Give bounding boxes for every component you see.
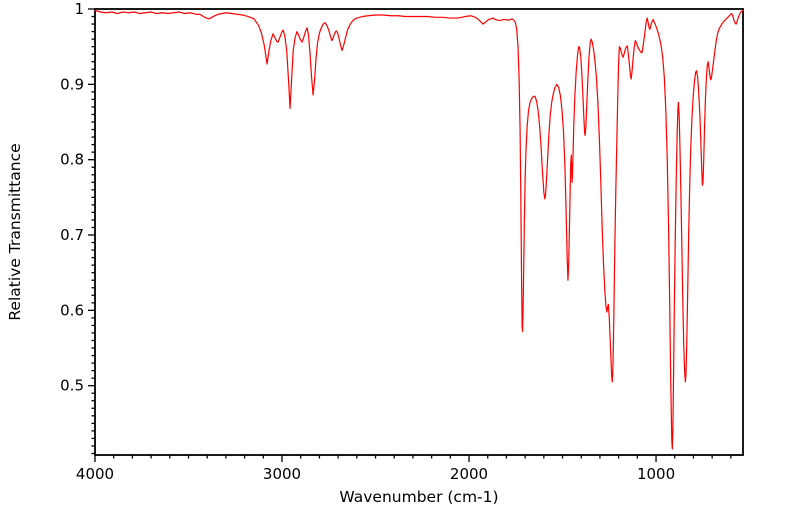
- x-tick-label: 2000: [450, 465, 488, 483]
- x-axis-title: Wavenumber (cm-1): [339, 488, 498, 506]
- y-tick-label: 0.5: [60, 377, 84, 395]
- plot-frame: [94, 8, 744, 456]
- y-tick-label: 1: [74, 0, 84, 18]
- y-tick-label: 0.9: [60, 75, 84, 93]
- plot-area: 4000 3000 2000 1000 0.5 0.6 0.7 0.8 0.9 1: [60, 0, 744, 483]
- spectrum-line: [94, 9, 744, 450]
- x-tick-label: 3000: [263, 465, 301, 483]
- y-tick-label: 0.6: [60, 301, 84, 319]
- x-tick-label: 1000: [637, 465, 675, 483]
- y-axis-title: Relative Transmittance: [6, 143, 24, 320]
- x-tick-label: 4000: [76, 465, 114, 483]
- y-tick-label: 0.7: [60, 226, 84, 244]
- y-tick-label: 0.8: [60, 151, 84, 169]
